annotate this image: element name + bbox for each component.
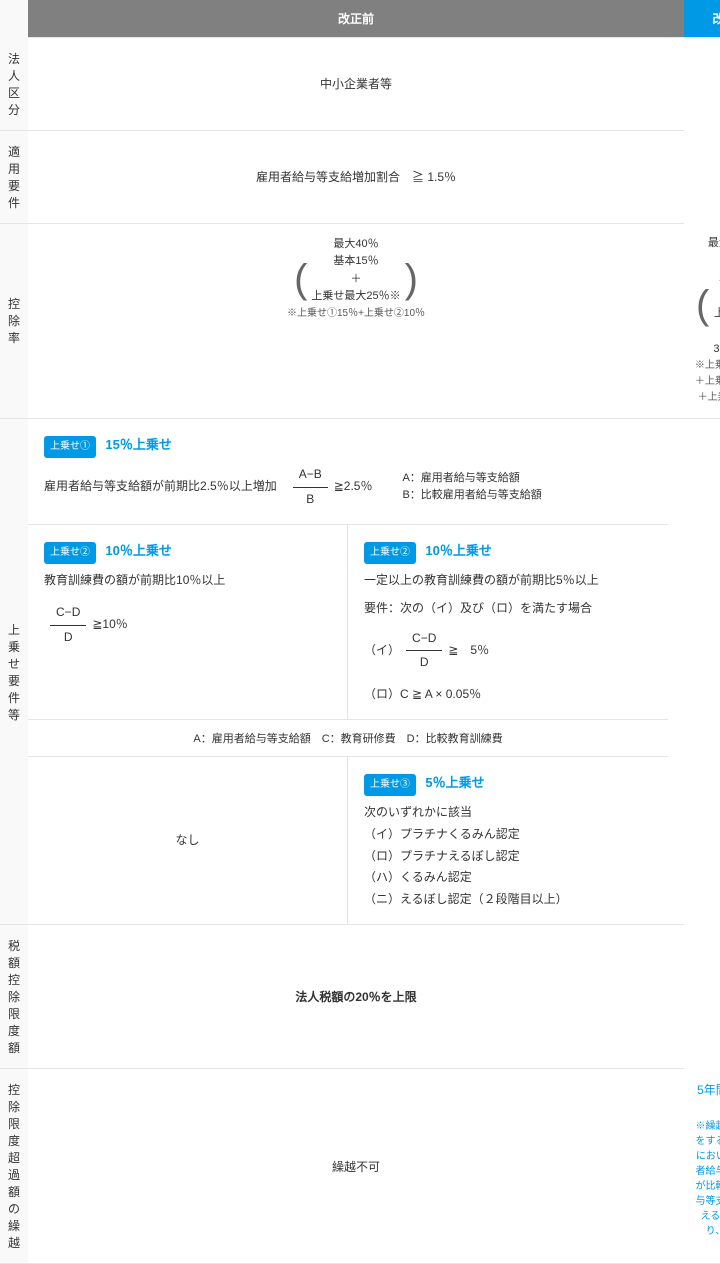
carryover-before: 繰越不可 [28, 1069, 684, 1264]
carryover-before-text: 繰越不可 [332, 1160, 380, 1174]
row-carryover: 控除限度 超過額の 繰越 繰越不可 5年間繰越可能 ※繰越税額控除をする事業年度… [0, 1069, 720, 1264]
addon2a-i-label: （イ） [364, 640, 400, 662]
label-corp-type: 法人区分 [0, 38, 28, 131]
value-limit: 法人税額の20％を上限 [28, 925, 684, 1069]
addon3-row: なし 上乗せ③ 5％上乗せ 次のいずれかに該当 （イ）プラチナくるみん認定 （ロ… [28, 756, 668, 924]
addon2b-badge: 上乗せ② [44, 542, 96, 564]
value-corp-type: 中小企業者等 [28, 38, 684, 131]
carryover-after: 5年間繰越可能 ※繰越税額控除をする事業年度において、雇用者給与等支給額が比較雇… [684, 1069, 720, 1264]
addon1-title: 15％上乗せ [105, 437, 171, 452]
paren-right-icon: ) [401, 259, 422, 299]
addon3a-ni: （ニ）えるぼし認定（２段階目以上） [364, 889, 652, 911]
addon2b-cond: ≧10％ [92, 614, 127, 636]
rate-before-base: 基本15％ [333, 255, 378, 267]
rate-before-addon: 上乗せ最大25％※ [311, 290, 400, 302]
label-limit: 税額控除 限度額 [0, 925, 28, 1069]
rate-before-note: ※上乗せ①15％+上乗せ②10％ [36, 306, 676, 322]
rate-after-addon: 上乗せ最大30％※ [713, 307, 720, 354]
addon2a-ro: （ロ）C ≧ A × 0.05％ [364, 684, 652, 706]
addon1-badge: 上乗せ① [44, 436, 96, 458]
row-corp-type: 法人区分 中小企業者等 [0, 38, 720, 131]
addon2b-frac-top: C−D [50, 602, 86, 626]
addon3-after: 上乗せ③ 5％上乗せ 次のいずれかに該当 （イ）プラチナくるみん認定 （ロ）プラ… [348, 757, 668, 924]
addon3a-ha: （ハ）くるみん認定 [364, 867, 652, 889]
label-deduction-rate: 控除率 [0, 223, 28, 419]
paren-left-icon: ( [692, 285, 713, 325]
rate-after-note: ※上乗せ①15％＋上乗せ②10％＋上乗せ③5％ [692, 358, 720, 406]
addon2a-frac-bot: D [406, 651, 442, 674]
addon3a-badge: 上乗せ③ [364, 774, 416, 796]
addon2-before: 上乗せ② 10％上乗せ 教育訓練費の額が前期比10％以上 C−D D ≧10％ [28, 525, 348, 719]
addon1-fraction: A−B B [293, 464, 328, 510]
col-before-header: 改正前 [28, 0, 684, 38]
row-addon: 上乗せ 要件等 上乗せ① 15％上乗せ 雇用者給与等支給額が前期比2.5％以上増… [0, 419, 720, 925]
addon3-before: なし [28, 757, 348, 924]
addon2b-fraction: C−D D [50, 602, 86, 648]
addon2a-title: 10％上乗せ [425, 543, 491, 558]
addon3a-desc: 次のいずれかに該当 [364, 802, 652, 824]
addon2a-frac-top: C−D [406, 628, 442, 652]
value-requirement: 雇用者給与等支給増加割合 ≧ 1.5％ [28, 130, 684, 223]
label-requirement: 適用要件 [0, 130, 28, 223]
label-carryover: 控除限度 超過額の 繰越 [0, 1069, 28, 1264]
addon2a-badge: 上乗せ② [364, 542, 416, 564]
addon2b-title: 10％上乗せ [105, 543, 171, 558]
addon1-block: 上乗せ① 15％上乗せ 雇用者給与等支給額が前期比2.5％以上増加 A−B B … [28, 419, 668, 524]
addon-content: 上乗せ① 15％上乗せ 雇用者給与等支給額が前期比2.5％以上増加 A−B B … [28, 419, 684, 925]
rate-after-max: 最大45％ [692, 235, 720, 253]
rate-before: 最大40％ ( 基本15％ ＋ 上乗せ最大25％※ ) ※上乗せ①15％+上乗せ… [28, 223, 684, 419]
col-after-header: 改正後 [684, 0, 720, 38]
row-deduction-rate: 控除率 最大40％ ( 基本15％ ＋ 上乗せ最大25％※ ) ※上乗せ①15％… [0, 223, 720, 419]
row-limit: 税額控除 限度額 法人税額の20％を上限 [0, 925, 720, 1069]
addon2a-req: 要件：次の（イ）及び（ロ）を満たす場合 [364, 598, 652, 620]
addon3-before-text: なし [176, 830, 200, 852]
rate-before-plus: ＋ [351, 273, 362, 285]
addon1-frac-top: A−B [293, 464, 328, 488]
addon2b-desc: 教育訓練費の額が前期比10％以上 [44, 570, 331, 592]
addon1-defB: B：比較雇用者給与等支給額 [402, 489, 541, 501]
addon2a-fraction: C−D D [406, 628, 442, 674]
addon1-desc: 雇用者給与等支給額が前期比2.5％以上増加 [44, 476, 277, 498]
requirement-text: 雇用者給与等支給増加割合 ≧ 1.5％ [36, 168, 676, 185]
addon2-row: 上乗せ② 10％上乗せ 教育訓練費の額が前期比10％以上 C−D D ≧10％ [28, 524, 668, 719]
label-addon: 上乗せ 要件等 [0, 419, 28, 925]
addon-defs: A：雇用者給与等支給額 C：教育研修費 D：比較教育訓練費 [28, 719, 668, 756]
row-requirement: 適用要件 雇用者給与等支給増加割合 ≧ 1.5％ [0, 130, 720, 223]
rate-after-inner: 基本15％ ＋ 上乗せ最大30％※ [713, 253, 720, 359]
limit-text: 法人税額の20％を上限 [36, 988, 676, 1005]
comparison-table: 改正前 改正後 法人区分 中小企業者等 適用要件 雇用者給与等支給増加割合 ≧ … [0, 0, 720, 1264]
carryover-after-note: ※繰越税額控除をする事業年度において、雇用者給与等支給額が比較雇用者給与等支給額… [692, 1119, 720, 1239]
addon1-defA: A：雇用者給与等支給額 [402, 472, 519, 484]
addon1-formula: A−B B ≧2.5％ [287, 464, 373, 510]
addon2b-frac-bot: D [50, 626, 86, 649]
rate-before-paren: ( 基本15％ ＋ 上乗せ最大25％※ ) [290, 253, 422, 306]
paren-left-icon: ( [290, 259, 311, 299]
rate-after: 最大45％ ( 基本15％ ＋ 上乗せ最大30％※ ) ※上乗せ①15％＋上乗せ… [684, 223, 720, 419]
addon2a-desc: 一定以上の教育訓練費の額が前期比5％以上 [364, 570, 652, 592]
header-row: 改正前 改正後 [0, 0, 720, 38]
addon1-frac-bot: B [293, 488, 328, 511]
corp-type-text: 中小企業者等 [36, 75, 676, 92]
addon2a-i-cond: ≧ 5％ [448, 640, 489, 662]
addon3a-title: 5％上乗せ [425, 775, 484, 790]
addon3a-i: （イ）プラチナくるみん認定 [364, 824, 652, 846]
addon3a-ro: （ロ）プラチナえるぼし認定 [364, 846, 652, 868]
carryover-after-title: 5年間繰越可能 [692, 1081, 720, 1115]
rate-before-inner: 基本15％ ＋ 上乗せ最大25％※ [311, 253, 400, 306]
addon2-after: 上乗せ② 10％上乗せ 一定以上の教育訓練費の額が前期比5％以上 要件：次の（イ… [348, 525, 668, 719]
addon1-cond: ≧2.5％ [334, 476, 373, 498]
addon1-defs: A：雇用者給与等支給額 B：比較雇用者給与等支給額 [402, 470, 541, 505]
rate-before-max: 最大40％ [36, 236, 676, 254]
rate-after-paren: ( 基本15％ ＋ 上乗せ最大30％※ ) [692, 253, 720, 359]
header-spacer [0, 0, 28, 38]
